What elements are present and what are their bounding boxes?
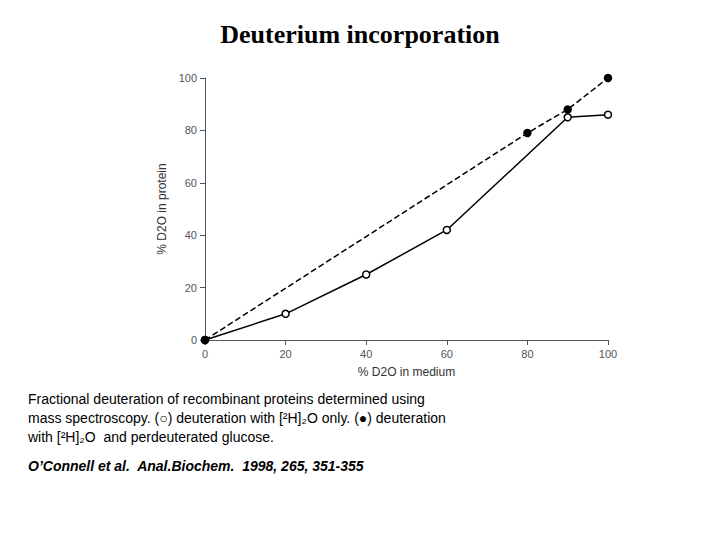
svg-text:% D2O in protein: % D2O in protein <box>155 163 169 254</box>
svg-text:40: 40 <box>185 229 197 241</box>
svg-text:Fractional deuteration of reco: Fractional deuteration of recombinant pr… <box>28 391 425 407</box>
svg-text:mass spectroscopy. (○) deutera: mass spectroscopy. (○) deuteration with … <box>28 410 446 426</box>
svg-text:with [²H]₂O and perdeuterated: with [²H]₂O and perdeuterated glucose. <box>27 429 274 445</box>
svg-text:O’Connell et al. Anal.Biochem: O’Connell et al. Anal.Biochem. 1998, 265… <box>28 458 364 474</box>
svg-text:80: 80 <box>185 124 197 136</box>
svg-text:60: 60 <box>185 177 197 189</box>
svg-text:0: 0 <box>202 348 208 360</box>
svg-text:40: 40 <box>360 348 372 360</box>
svg-text:Deuterium incorporation: Deuterium incorporation <box>220 20 500 49</box>
svg-text:100: 100 <box>599 348 617 360</box>
svg-text:20: 20 <box>279 348 291 360</box>
svg-text:% D2O in medium: % D2O in medium <box>358 365 455 379</box>
svg-text:0: 0 <box>191 334 197 346</box>
svg-text:20: 20 <box>185 282 197 294</box>
svg-text:60: 60 <box>441 348 453 360</box>
svg-text:100: 100 <box>179 72 197 84</box>
svg-text:80: 80 <box>521 348 533 360</box>
